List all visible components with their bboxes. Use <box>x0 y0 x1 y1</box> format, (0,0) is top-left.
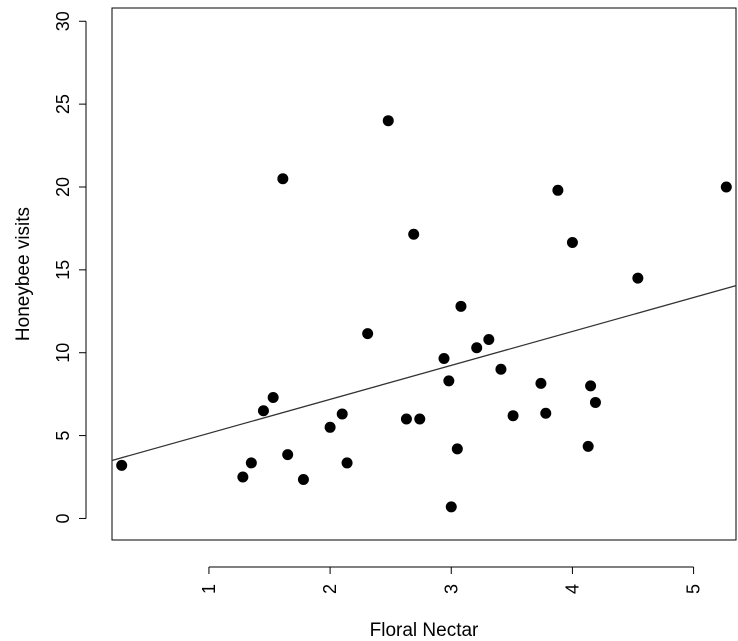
x-tick-label: 5 <box>684 584 704 594</box>
data-point <box>382 115 394 127</box>
data-point <box>414 413 426 425</box>
data-point <box>566 237 578 249</box>
x-tick-label: 4 <box>562 584 582 594</box>
plot-frame <box>111 7 737 541</box>
data-point <box>297 474 309 486</box>
data-point <box>552 184 564 196</box>
x-tick-label: 1 <box>199 584 219 594</box>
data-point <box>245 457 257 469</box>
data-point <box>632 272 644 284</box>
data-point <box>445 501 457 513</box>
y-tick-label: 0 <box>53 513 73 523</box>
data-points <box>116 115 732 513</box>
data-point <box>438 353 450 365</box>
data-point <box>324 421 336 433</box>
data-point <box>282 449 294 461</box>
y-axis: 0 5 10 15 20 25 30 <box>53 11 87 523</box>
data-point <box>277 173 289 185</box>
y-tick-label: 15 <box>53 260 73 280</box>
y-tick-label: 10 <box>53 343 73 363</box>
data-point <box>585 380 597 392</box>
data-point <box>237 471 249 483</box>
plot-area <box>111 7 737 541</box>
x-tick-label: 3 <box>441 584 461 594</box>
data-point <box>257 405 269 417</box>
x-axis: 1 2 3 4 5 <box>199 566 704 594</box>
data-point <box>483 333 495 345</box>
y-tick-label: 20 <box>53 177 73 197</box>
data-point <box>720 181 732 193</box>
data-point <box>362 328 374 340</box>
data-point <box>471 342 483 354</box>
data-point <box>400 413 412 425</box>
data-point <box>341 457 353 469</box>
data-point <box>267 391 279 403</box>
y-tick-label: 30 <box>53 11 73 31</box>
data-point <box>451 443 463 455</box>
regression-line <box>111 284 737 462</box>
data-point <box>535 377 547 389</box>
data-point <box>495 363 507 375</box>
data-point <box>408 228 420 240</box>
y-tick-label: 25 <box>53 94 73 114</box>
y-axis-title: Honeybee visits <box>13 207 34 341</box>
x-axis-title: Floral Nectar <box>370 620 479 641</box>
data-point <box>336 408 348 420</box>
y-ticks: 0 5 10 15 20 25 30 <box>53 11 86 523</box>
data-point <box>589 396 601 408</box>
data-point <box>443 375 455 387</box>
x-ticks: 1 2 3 4 5 <box>199 567 704 594</box>
data-point <box>540 407 552 419</box>
data-point <box>116 459 128 471</box>
data-point <box>582 440 594 452</box>
data-point <box>507 410 519 422</box>
data-point <box>455 300 467 312</box>
y-tick-label: 5 <box>53 431 73 441</box>
x-tick-label: 2 <box>320 584 340 594</box>
